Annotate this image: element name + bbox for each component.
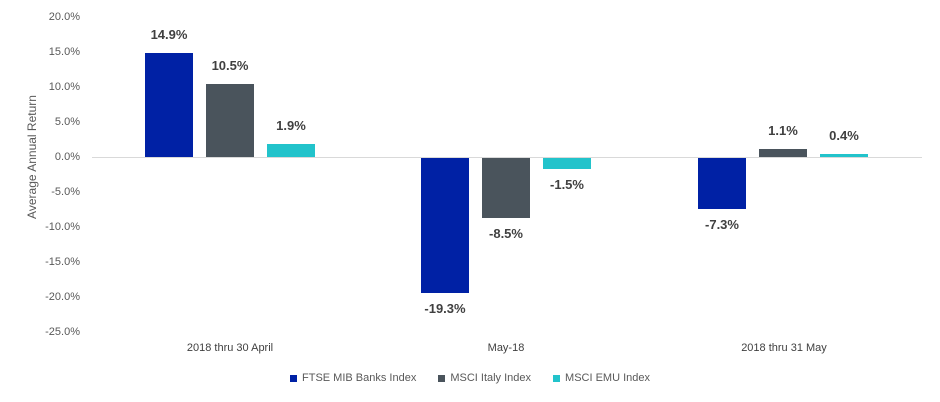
legend-label: MSCI Italy Index	[450, 372, 532, 384]
bar[interactable]	[759, 149, 807, 157]
y-tick: -5.0%	[51, 186, 80, 198]
bar[interactable]	[820, 154, 868, 157]
data-label: -1.5%	[550, 176, 584, 192]
y-tick: -15.0%	[45, 256, 80, 268]
data-label: -7.3%	[705, 217, 739, 233]
bar[interactable]	[421, 158, 469, 294]
legend-label: MSCI EMU Index	[565, 372, 650, 384]
bar[interactable]	[206, 83, 254, 157]
legend-swatch-icon	[290, 374, 297, 382]
y-tick: 10.0%	[48, 81, 80, 93]
data-label: 14.9%	[150, 26, 188, 42]
y-axis-label: Average Annual Return	[25, 95, 39, 219]
data-label: 1.9%	[276, 117, 306, 133]
x-category-label: 2018 thru 30 April	[186, 342, 274, 354]
data-label: 0.4%	[829, 128, 859, 144]
legend-swatch-icon	[553, 374, 561, 382]
data-label: 10.5%	[211, 57, 249, 73]
bar[interactable]	[145, 52, 193, 157]
legend-label: FTSE MIB Banks Index	[302, 372, 417, 384]
legend-swatch-icon	[438, 374, 446, 382]
x-category-label: May-18	[487, 342, 525, 354]
y-tick: 0.0%	[54, 151, 80, 163]
legend: FTSE MIB Banks Index MSCI Italy Index MS…	[0, 372, 940, 384]
legend-item-msci-emu[interactable]: MSCI EMU Index	[553, 372, 650, 384]
bar[interactable]	[482, 158, 530, 218]
x-category-label: 2018 thru 31 May	[741, 342, 827, 354]
y-tick: -20.0%	[45, 291, 80, 303]
y-tick: 5.0%	[54, 116, 80, 128]
bar[interactable]	[698, 158, 746, 210]
data-label: -19.3%	[424, 301, 466, 317]
y-tick: 20.0%	[48, 11, 80, 23]
zero-axis-line	[92, 157, 922, 158]
data-label: 1.1%	[768, 123, 798, 139]
y-tick: -25.0%	[45, 326, 80, 338]
y-tick: -10.0%	[45, 221, 80, 233]
bar[interactable]	[543, 158, 591, 169]
bar[interactable]	[267, 143, 315, 157]
y-tick: 15.0%	[48, 46, 80, 58]
data-label: -8.5%	[489, 225, 523, 241]
legend-item-ftse-mib-banks[interactable]: FTSE MIB Banks Index	[290, 372, 416, 384]
legend-item-msci-italy[interactable]: MSCI Italy Index	[438, 372, 531, 384]
